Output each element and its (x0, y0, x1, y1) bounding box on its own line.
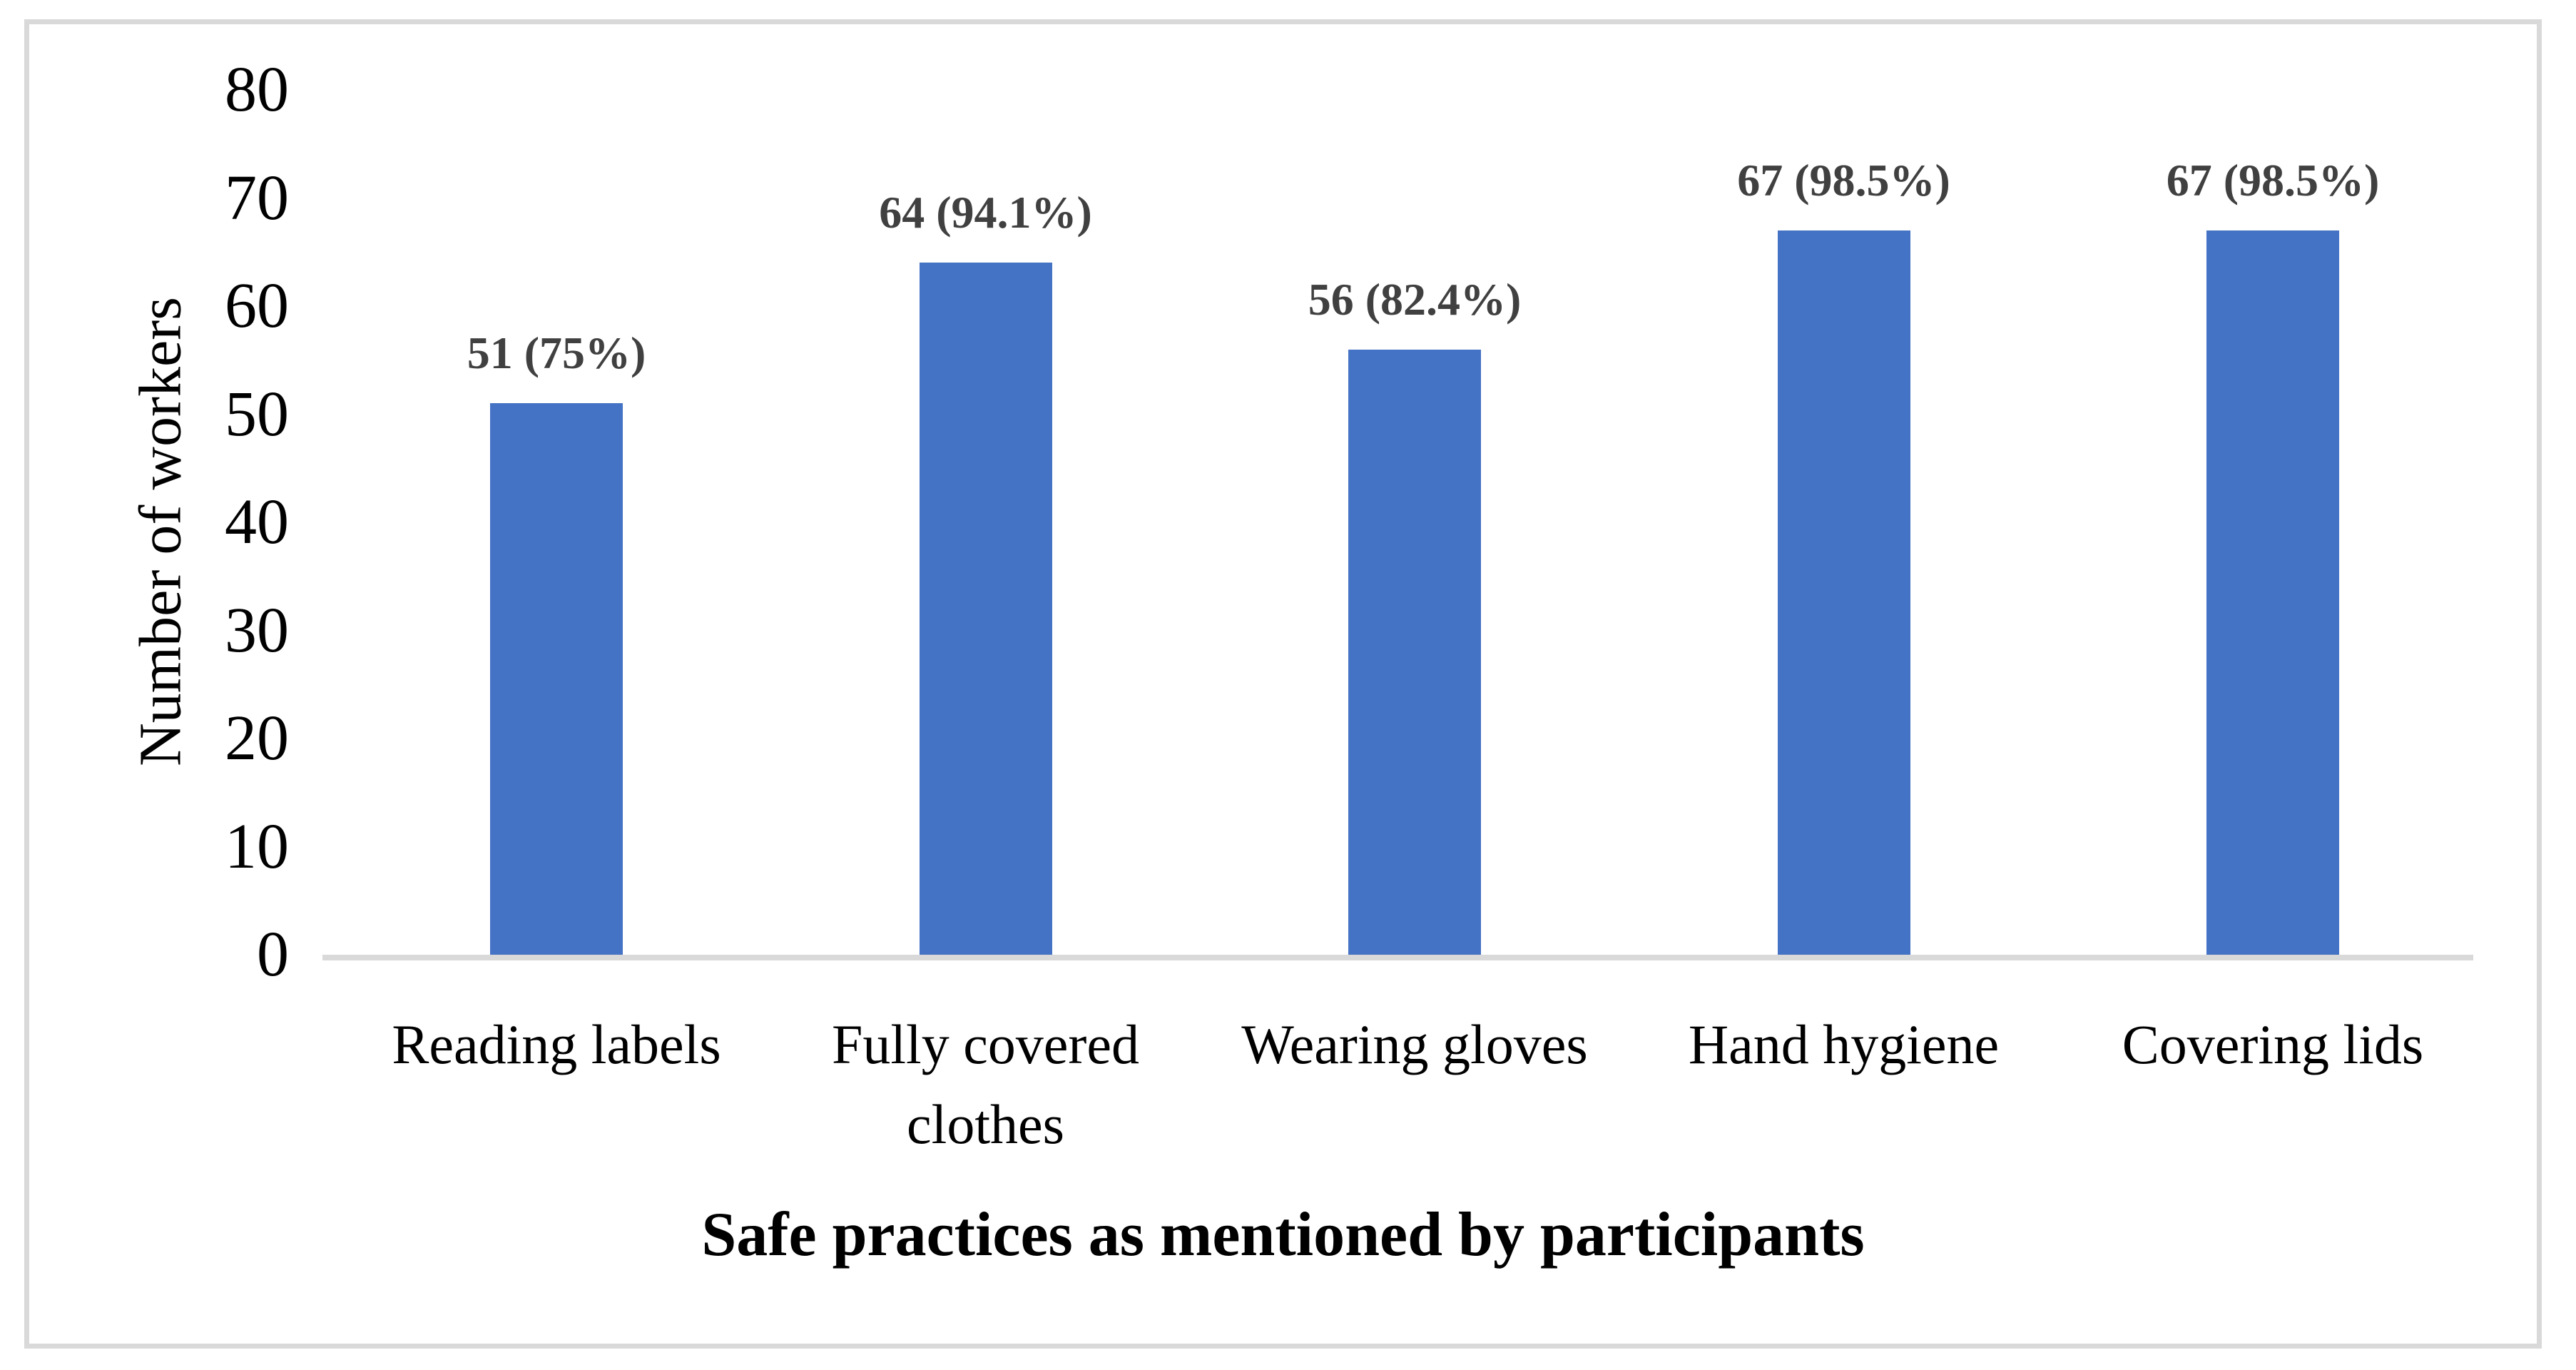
y-tick-label: 40 (225, 487, 289, 557)
bar-data-label: 67 (98.5%) (1737, 154, 1950, 206)
y-tick-label: 10 (225, 811, 289, 882)
y-tick-label: 0 (257, 919, 289, 990)
bar-data-label: 51 (75%) (467, 328, 646, 379)
x-category-label: Covering lids (2122, 1013, 2424, 1075)
x-category-label: Reading labels (392, 1013, 721, 1075)
bar (1777, 230, 1910, 955)
bar-data-label: 67 (98.5%) (2166, 154, 2380, 206)
y-tick-label: 70 (225, 162, 289, 233)
x-category-label: Wearing gloves (1241, 1013, 1588, 1075)
figure-border (24, 19, 2542, 1349)
bar-data-label: 56 (82.4%) (1308, 273, 1522, 325)
x-axis-line (322, 955, 2473, 960)
bar (1348, 349, 1481, 955)
bar-data-label: 64 (94.1%) (879, 187, 1092, 238)
y-tick-label: 30 (225, 594, 289, 666)
y-tick-label: 50 (225, 378, 289, 450)
bar (490, 403, 623, 955)
x-axis-title: Safe practices as mentioned by participa… (701, 1200, 1865, 1269)
bar (919, 263, 1052, 955)
y-tick-label: 20 (225, 703, 289, 773)
x-category-label: Hand hygiene (1688, 1013, 2000, 1075)
bar (2206, 230, 2339, 955)
x-category-label: Fully covered clothes (831, 1013, 1140, 1155)
y-tick-label: 80 (225, 54, 289, 125)
y-tick-label: 60 (225, 270, 289, 341)
